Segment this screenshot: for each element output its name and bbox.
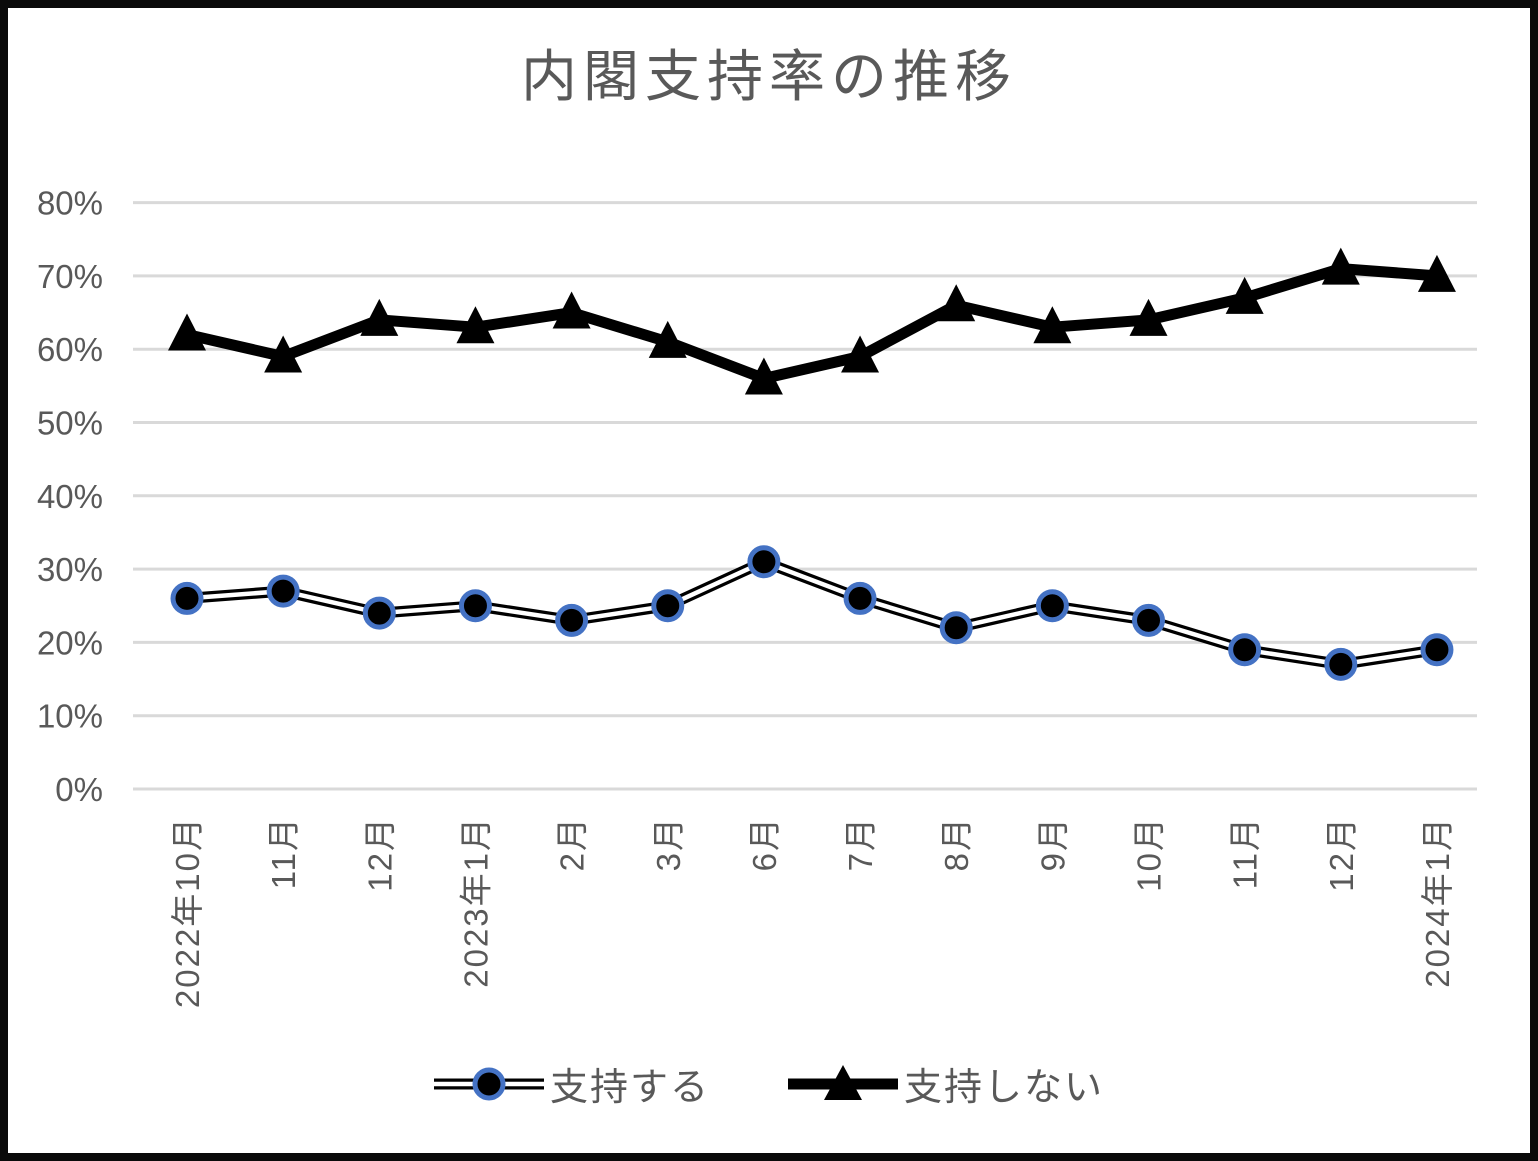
data-point-marker xyxy=(362,596,396,630)
y-tick-label: 60% xyxy=(37,331,103,368)
y-tick-label: 10% xyxy=(37,698,103,735)
x-tick-label: 2024年1月 xyxy=(1419,816,1456,988)
data-point-marker xyxy=(1035,589,1069,623)
y-tick-label: 30% xyxy=(37,551,103,588)
data-point-marker xyxy=(458,589,492,623)
series-line-1 xyxy=(181,263,1443,384)
data-point-marker xyxy=(841,335,880,373)
data-point-marker xyxy=(266,574,300,608)
data-point-marker xyxy=(555,603,589,637)
legend: 支持する 支持しない xyxy=(0,1056,1538,1111)
data-point-marker xyxy=(1225,276,1264,314)
y-tick-label: 50% xyxy=(37,405,103,442)
x-tick-label: 8月 xyxy=(938,816,975,871)
x-tick-label: 12月 xyxy=(1323,816,1360,892)
data-point-marker xyxy=(1228,633,1262,667)
legend-marker-triangle-icon xyxy=(788,1064,898,1100)
y-tick-label: 40% xyxy=(37,478,103,515)
data-point-marker xyxy=(744,357,783,395)
x-tick-label: 11月 xyxy=(265,816,302,889)
chart-title: 内閣支持率の推移 xyxy=(521,45,1017,108)
data-point-marker xyxy=(168,313,206,351)
data-point-marker xyxy=(1033,306,1072,344)
x-tick-label: 6月 xyxy=(746,816,783,871)
data-point-marker xyxy=(170,581,204,615)
y-tick-label: 80% xyxy=(37,185,103,222)
data-point-marker xyxy=(1321,247,1360,285)
x-tick-label: 3月 xyxy=(650,816,687,871)
legend-marker-circle-icon xyxy=(433,1067,544,1100)
y-tick-label: 0% xyxy=(55,771,103,808)
data-point-marker xyxy=(1417,254,1456,292)
data-point-marker xyxy=(264,335,303,373)
data-point-marker xyxy=(939,611,973,645)
x-tick-label: 2023年1月 xyxy=(457,816,494,988)
data-point-marker xyxy=(651,589,685,623)
legend-label: 支持する xyxy=(549,1067,710,1109)
x-tick-label: 12月 xyxy=(361,816,398,892)
data-point-marker xyxy=(360,298,399,336)
y-tick-label: 20% xyxy=(37,624,103,661)
data-point-marker xyxy=(1129,298,1168,336)
data-point-marker xyxy=(1420,633,1454,667)
x-tick-label: 2022年10月 xyxy=(169,816,206,1008)
x-tick-label: 9月 xyxy=(1034,816,1071,871)
x-tick-label: 11月 xyxy=(1227,816,1264,889)
data-point-marker xyxy=(843,581,877,615)
y-tick-label: 70% xyxy=(37,258,103,295)
legend-item-1: 支持しない xyxy=(788,1056,1104,1111)
data-point-marker xyxy=(552,291,591,329)
data-point-marker xyxy=(937,284,976,322)
data-point-marker xyxy=(1132,603,1165,637)
data-point-marker xyxy=(1324,647,1358,681)
data-point-marker xyxy=(648,320,687,358)
data-point-marker xyxy=(747,545,781,579)
legend-item-0: 支持する xyxy=(433,1056,710,1111)
x-tick-label: 2月 xyxy=(554,816,591,871)
x-tick-label: 7月 xyxy=(842,816,879,871)
legend-label: 支持しない xyxy=(904,1067,1105,1109)
x-tick-label: 10月 xyxy=(1131,816,1168,892)
data-point-marker xyxy=(456,306,495,344)
